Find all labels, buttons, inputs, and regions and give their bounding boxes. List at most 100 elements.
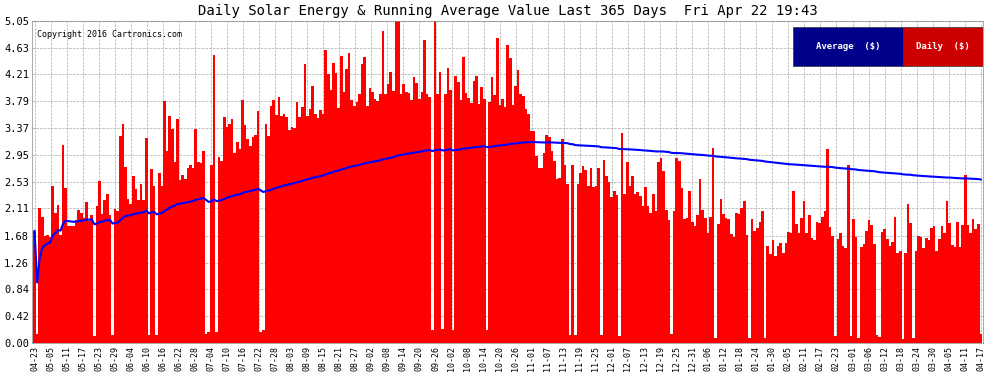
Bar (59, 235, 61, 343)
Bar (312, 86, 314, 343)
Bar (223, 117, 226, 343)
Bar (618, 336, 621, 343)
Bar (200, 164, 202, 343)
Bar (512, 105, 514, 343)
Bar (168, 116, 171, 343)
Bar (101, 214, 103, 343)
Bar (509, 58, 512, 343)
Bar (686, 217, 688, 343)
Bar (854, 237, 857, 343)
Bar (940, 226, 943, 343)
Bar (657, 162, 659, 343)
Bar (242, 100, 244, 343)
Bar (392, 91, 395, 343)
Bar (205, 334, 208, 343)
Bar (244, 125, 247, 343)
Text: Average  ($): Average ($) (816, 42, 880, 51)
Bar (766, 246, 769, 343)
Bar (480, 87, 483, 343)
Bar (330, 90, 333, 343)
Bar (819, 223, 821, 343)
Bar (844, 248, 847, 343)
Bar (457, 82, 459, 343)
Bar (234, 153, 236, 343)
Bar (462, 57, 464, 343)
Bar (61, 145, 64, 343)
Bar (221, 161, 223, 343)
Bar (264, 124, 267, 343)
Bar (381, 31, 384, 343)
Bar (280, 116, 283, 343)
Bar (418, 99, 421, 343)
Bar (251, 137, 254, 343)
Bar (533, 130, 535, 343)
Bar (340, 56, 343, 343)
Bar (771, 240, 774, 343)
Bar (173, 162, 176, 343)
Bar (327, 74, 330, 343)
Bar (371, 92, 374, 343)
Bar (75, 220, 77, 343)
Bar (680, 188, 683, 343)
Bar (715, 338, 717, 343)
Bar (873, 244, 875, 343)
Bar (943, 233, 945, 343)
Bar (189, 165, 192, 343)
Bar (124, 167, 127, 343)
Bar (545, 135, 548, 343)
Bar (857, 338, 860, 343)
Bar (384, 93, 387, 343)
Bar (592, 187, 595, 343)
Bar (218, 157, 221, 343)
Bar (72, 225, 75, 343)
Bar (837, 239, 840, 343)
Bar (400, 94, 402, 343)
Bar (298, 117, 301, 343)
Bar (579, 173, 582, 343)
Bar (358, 94, 360, 343)
Bar (194, 129, 197, 343)
Bar (639, 196, 642, 343)
Bar (226, 128, 229, 343)
Bar (883, 229, 886, 343)
Bar (51, 186, 54, 343)
Bar (437, 94, 439, 343)
Bar (187, 168, 189, 343)
Bar (306, 116, 309, 343)
Bar (748, 338, 750, 343)
Bar (550, 150, 553, 343)
Bar (779, 243, 782, 343)
Bar (402, 84, 405, 343)
Bar (634, 194, 637, 343)
Bar (582, 166, 584, 343)
Bar (805, 232, 808, 343)
Bar (933, 226, 936, 343)
Bar (467, 98, 470, 343)
Bar (603, 160, 605, 343)
Bar (889, 246, 891, 343)
Bar (958, 248, 961, 343)
Bar (416, 83, 418, 343)
Bar (840, 232, 842, 343)
Bar (122, 124, 124, 343)
Bar (470, 103, 472, 343)
Bar (410, 100, 413, 343)
Bar (256, 111, 259, 343)
Bar (160, 186, 163, 343)
Bar (709, 217, 712, 343)
Bar (605, 176, 608, 343)
Bar (360, 64, 363, 343)
Bar (535, 156, 538, 343)
Bar (408, 93, 410, 343)
Bar (896, 253, 899, 343)
Bar (262, 330, 264, 343)
Bar (444, 94, 446, 343)
Bar (34, 231, 36, 343)
Bar (36, 334, 39, 343)
Bar (642, 206, 644, 343)
Bar (119, 135, 122, 343)
Bar (429, 96, 431, 343)
Bar (181, 176, 184, 343)
Bar (158, 172, 160, 343)
Bar (769, 254, 771, 343)
